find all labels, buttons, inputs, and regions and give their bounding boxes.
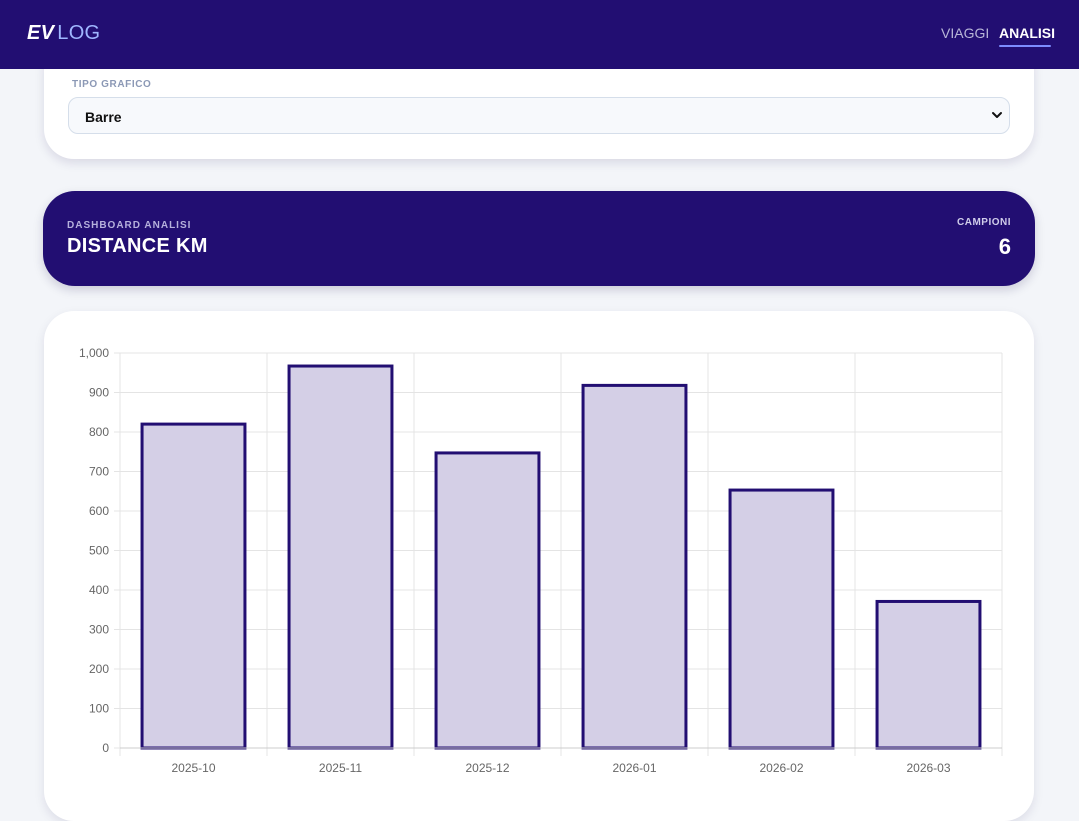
y-tick-label: 500	[89, 544, 109, 558]
bar-chart: 0 100 200 300 400 500 600 700 800 900 1,000 2025-10…	[79, 346, 1003, 775]
y-tick-label: 600	[89, 504, 109, 518]
y-tick-label: 400	[89, 583, 109, 597]
dashboard-kicker: DASHBOARD ANALISI	[67, 220, 192, 231]
nav-link-viaggi[interactable]: VIAGGI	[941, 25, 990, 41]
app-logo[interactable]: EV LOG	[27, 22, 100, 45]
dashboard-title: DISTANCE KM	[67, 235, 208, 257]
chart-type-value: Barre	[85, 109, 122, 125]
bar-2025-10	[140, 422, 247, 750]
logo-log-text: LOG	[57, 22, 101, 44]
logo-ev-text: EV	[27, 22, 55, 44]
bar-2025-12	[434, 451, 541, 750]
y-tick-label: 0	[102, 741, 109, 755]
chevron-down-icon	[992, 112, 1002, 118]
x-tick-label: 2025-11	[319, 761, 362, 775]
y-tick-label: 1,000	[79, 346, 109, 360]
y-tick-label: 200	[89, 662, 109, 676]
y-tick-label: 100	[89, 702, 109, 716]
bar-2026-02	[728, 488, 835, 750]
x-tick-label: 2026-02	[759, 761, 803, 775]
y-tick-label: 900	[89, 386, 109, 400]
x-tick-label: 2026-01	[612, 761, 656, 775]
y-tick-label: 700	[89, 465, 109, 479]
bar-2026-01	[581, 383, 688, 750]
bar-2026-03	[875, 599, 982, 750]
y-tick-label: 800	[89, 425, 109, 439]
top-navbar: EV LOG VIAGGI ANALISI	[0, 0, 1079, 69]
dashboard-banner: DASHBOARD ANALISI DISTANCE KM CAMPIONI 6	[43, 191, 1035, 286]
samples-label: CAMPIONI	[957, 217, 1011, 228]
chart-type-select[interactable]: Barre	[68, 97, 1010, 134]
chart-type-label: TIPO GRAFICO	[72, 79, 152, 90]
nav-link-analisi[interactable]: ANALISI	[999, 25, 1055, 41]
chart-card: 0 100 200 300 400 500 600 700 800 900 1,000 2025-10…	[44, 311, 1034, 821]
x-tick-label: 2026-03	[906, 761, 950, 775]
x-tick-label: 2025-12	[465, 761, 509, 775]
nav-active-indicator	[999, 45, 1051, 47]
x-tick-label: 2025-10	[171, 761, 215, 775]
samples-count: 6	[998, 234, 1011, 259]
y-tick-label: 300	[89, 623, 109, 637]
bar-2025-11	[287, 364, 394, 750]
